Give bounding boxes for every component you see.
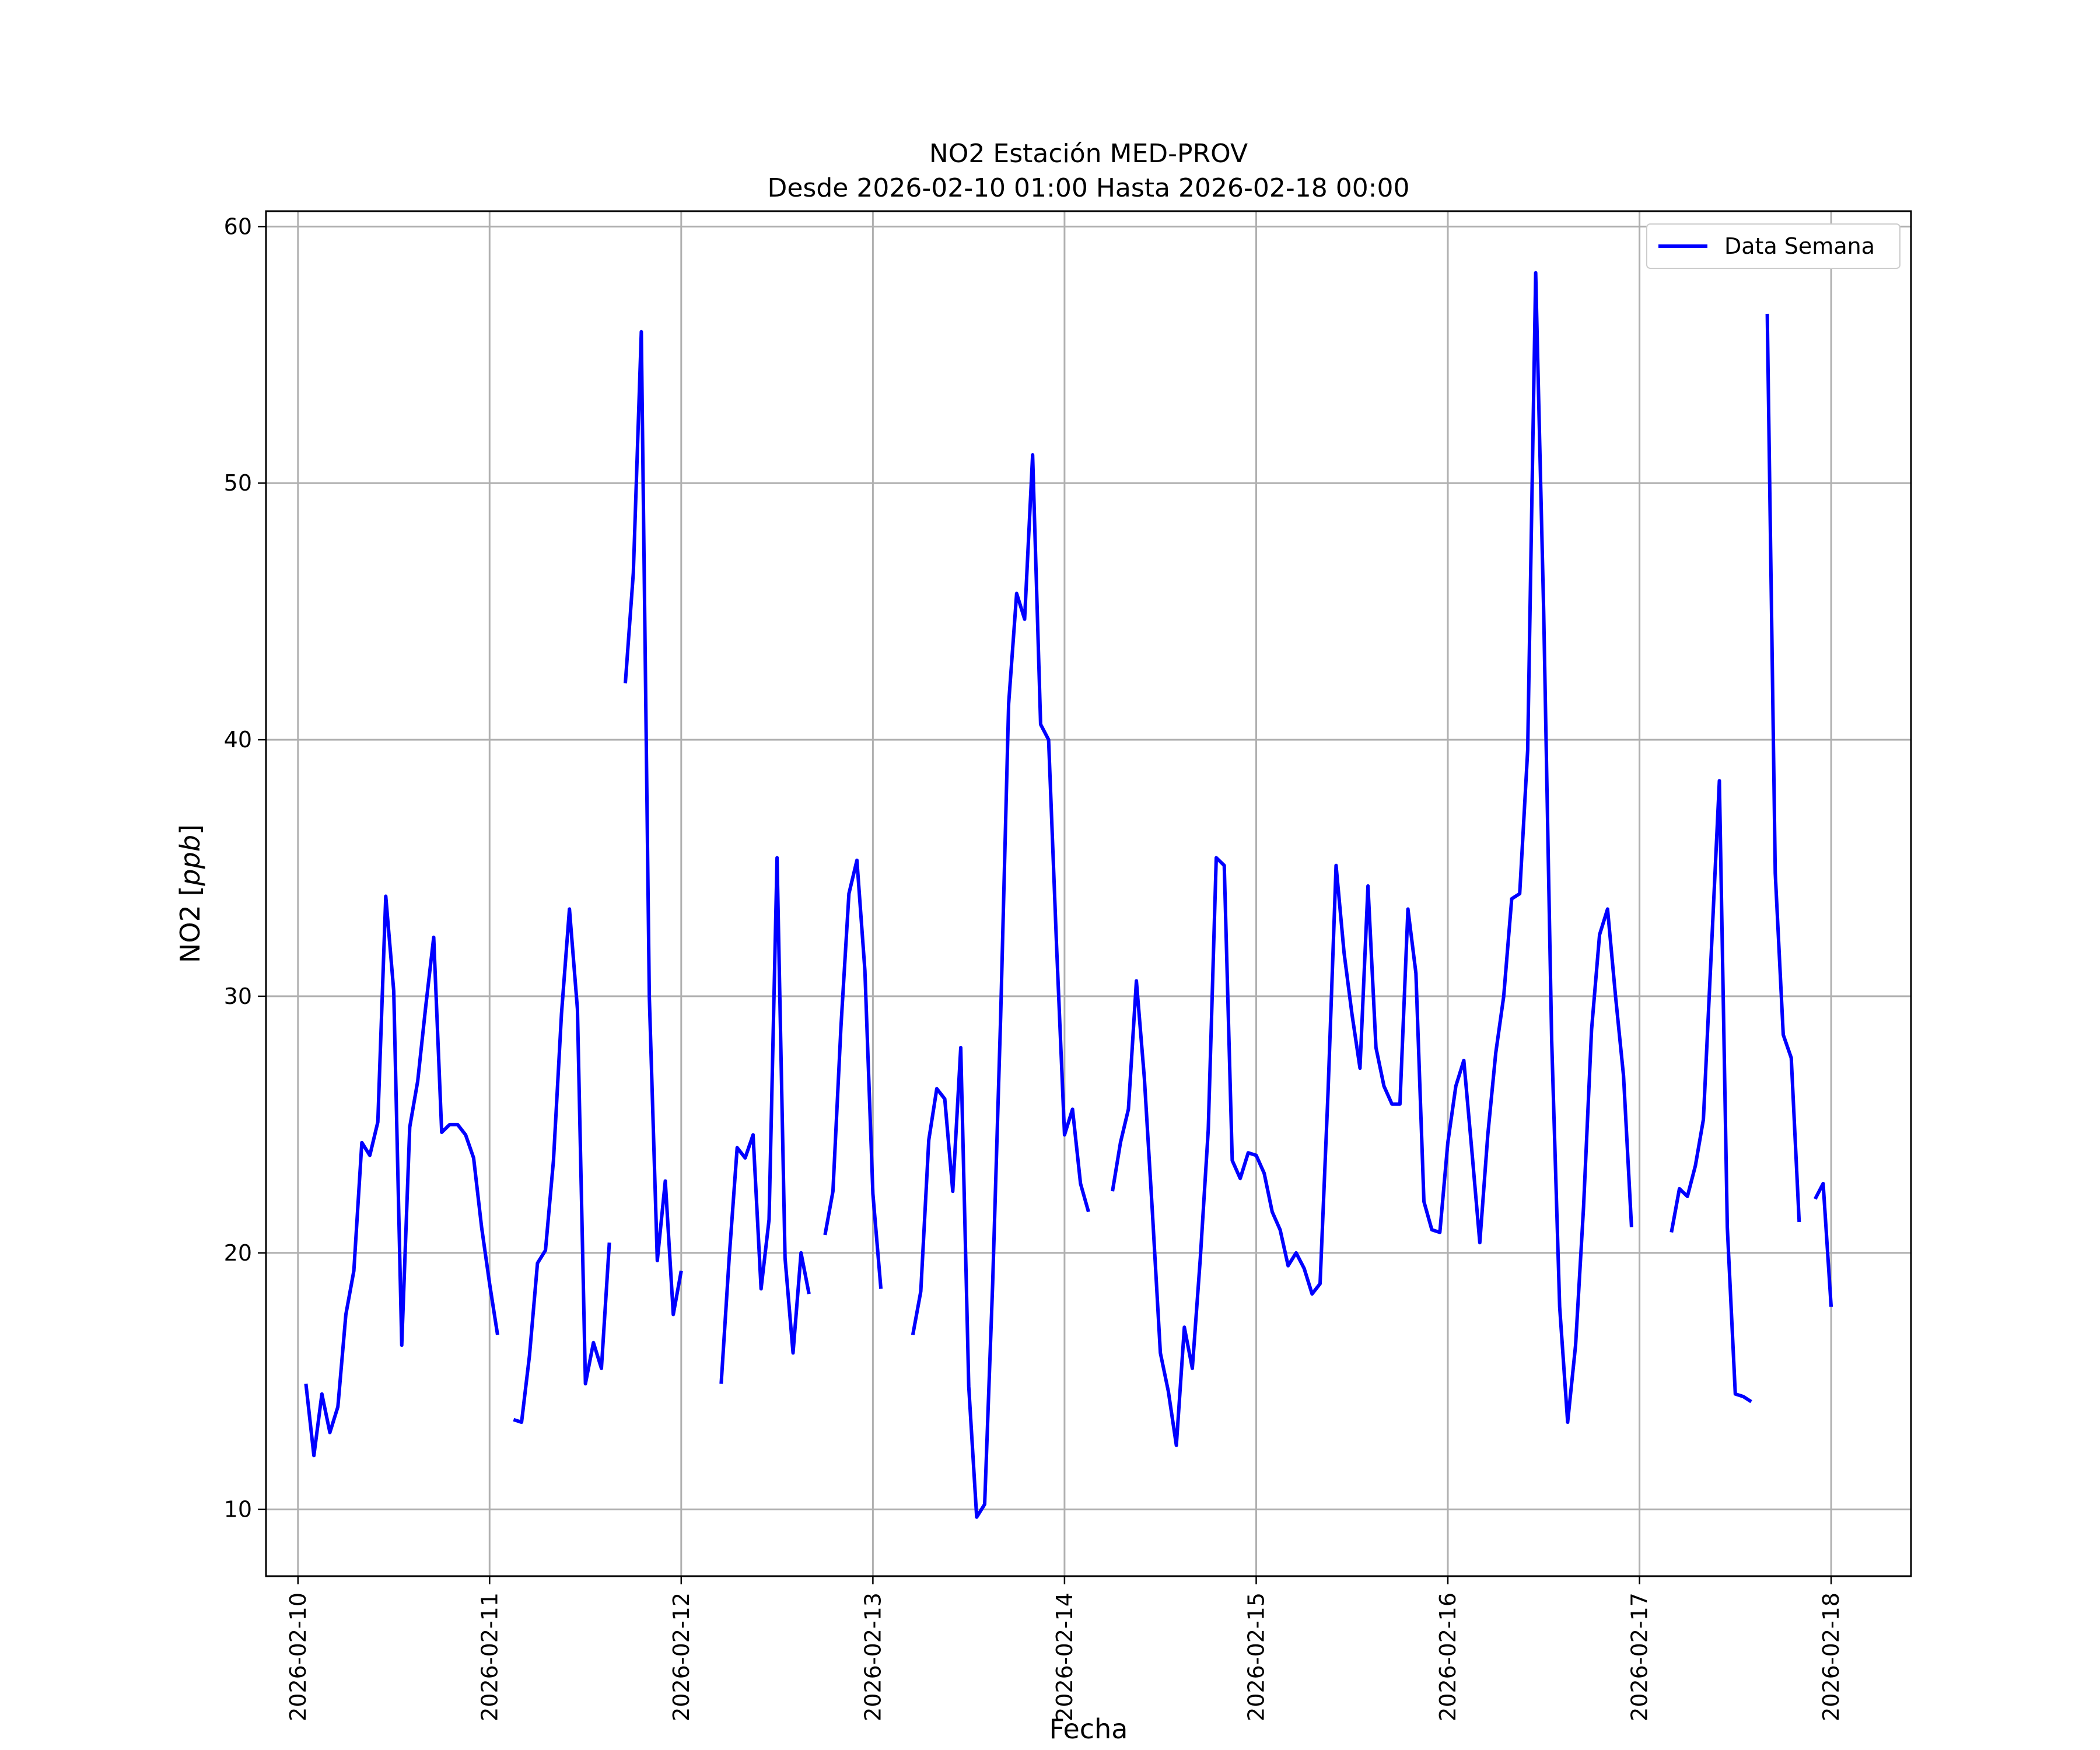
y-axis-label-suffix: ] xyxy=(174,824,206,835)
series-line-segment xyxy=(823,858,883,1289)
y-axis-label-unit: ppb xyxy=(174,835,206,887)
series-line-segment xyxy=(1765,313,1801,1223)
y-tick-label: 30 xyxy=(224,984,252,1009)
y-tick-label: 20 xyxy=(224,1240,252,1266)
x-tick-label: 2026-02-13 xyxy=(860,1592,886,1721)
series-line-segment xyxy=(304,894,499,1458)
x-tick-label: 2026-02-18 xyxy=(1818,1592,1844,1721)
x-tick-label: 2026-02-11 xyxy=(477,1592,502,1721)
series-line-segment xyxy=(513,907,611,1424)
legend-box xyxy=(1646,223,1901,269)
y-tick-label: 60 xyxy=(224,214,252,239)
series-line-segment xyxy=(911,453,1090,1519)
x-axis-label: Fecha xyxy=(1049,1713,1128,1745)
y-tick-label: 40 xyxy=(224,727,252,752)
y-axis-label-prefix: NO2 [ xyxy=(174,886,206,963)
chart-title: NO2 Estación MED-PROV xyxy=(929,139,1248,169)
series-line-segment xyxy=(719,856,811,1384)
x-tick-label: 2026-02-12 xyxy=(668,1592,694,1721)
x-tick-label: 2026-02-10 xyxy=(285,1592,311,1721)
axis-ticks: 10 20 30 40 50 60 2026-02-10 2026-02-11 2026-02-… xyxy=(224,214,1844,1721)
y-tick-label: 10 xyxy=(224,1497,252,1522)
grid-lines xyxy=(266,211,1911,1576)
series-line-segment xyxy=(624,330,683,1317)
y-tick-label: 50 xyxy=(224,470,252,496)
y-axis-label: NO2 [ppb] xyxy=(174,824,206,963)
x-tick-label: 2026-02-16 xyxy=(1435,1592,1461,1721)
series-line-segment xyxy=(1814,1182,1833,1307)
legend-label: Data Semana xyxy=(1724,233,1875,259)
x-tick-label: 2026-02-15 xyxy=(1244,1592,1269,1721)
chart-subtitle: Desde 2026-02-10 01:00 Hasta 2026-02-18 … xyxy=(767,173,1409,203)
series-lines xyxy=(304,271,1833,1519)
plot-frame xyxy=(265,210,1912,1577)
legend: Data Semana xyxy=(1646,223,1901,269)
series-line-segment xyxy=(1670,779,1752,1404)
series-line-segment xyxy=(1111,271,1633,1447)
x-tick-label: 2026-02-14 xyxy=(1052,1592,1077,1721)
x-tick-label: 2026-02-17 xyxy=(1627,1592,1653,1721)
